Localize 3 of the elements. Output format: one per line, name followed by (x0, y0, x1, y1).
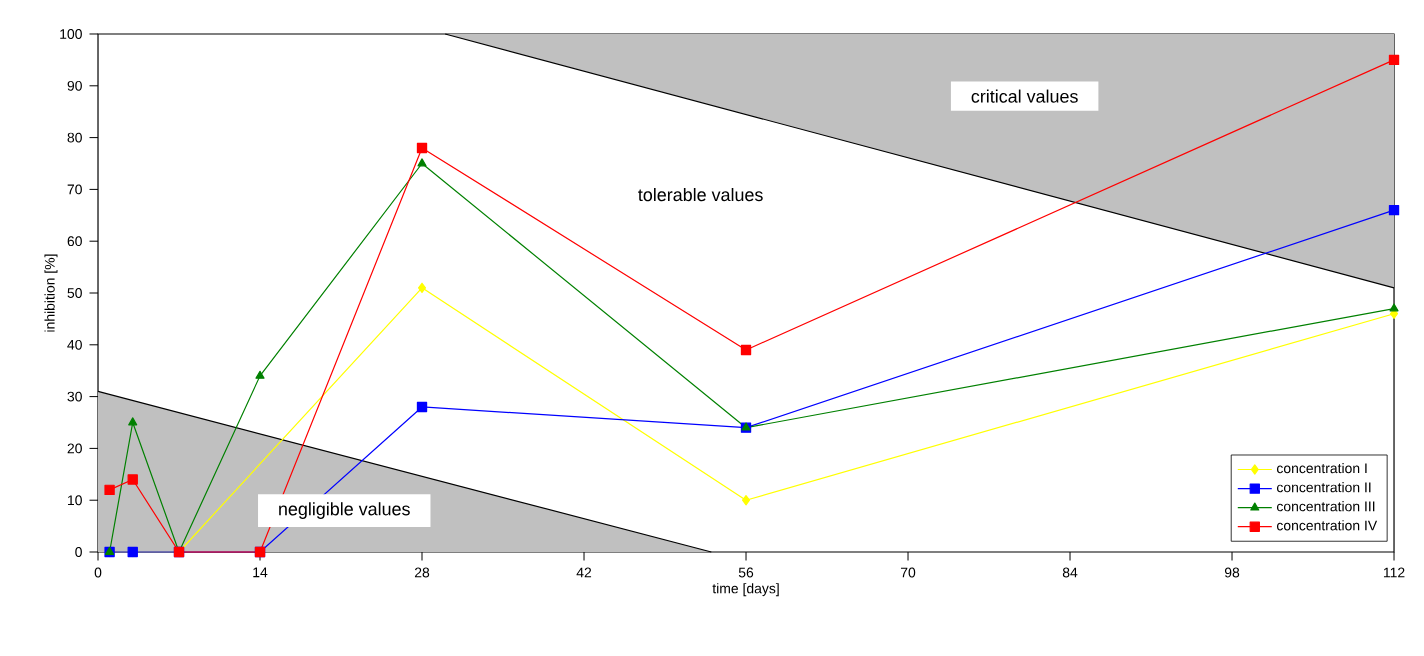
annotation: tolerable values (638, 187, 763, 202)
annotation: critical values (971, 89, 1078, 103)
annotation: negligible values (279, 502, 410, 519)
